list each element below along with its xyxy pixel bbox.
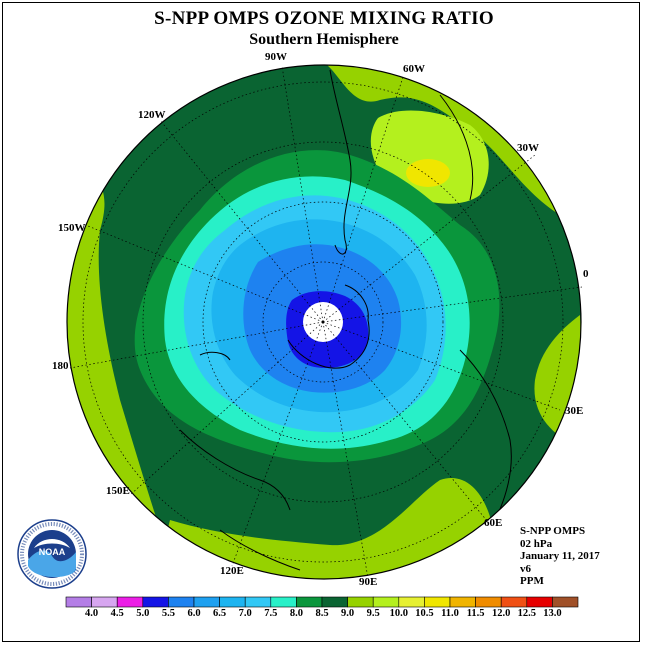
colorbar-tick-label: 8.0: [289, 608, 303, 619]
info-date: January 11, 2017: [520, 550, 600, 562]
lon-label-120e: 120E: [220, 565, 244, 577]
colorbar-tick-label: 6.5: [213, 608, 227, 619]
colorbar-tick-label: 4.5: [110, 608, 124, 619]
colorbar-tick-label: 9.5: [366, 608, 380, 619]
info-version: v6: [520, 562, 531, 575]
map-subtitle: Southern Hemisphere: [249, 31, 399, 48]
figure-frame: [2, 2, 640, 642]
map-border: [66, 64, 582, 580]
colorbar-tick-label: 4.0: [85, 608, 99, 619]
lon-label-0: 0: [583, 268, 589, 280]
lon-label-120w: 120W: [138, 109, 166, 121]
colorbar-tick-label: 11.5: [466, 608, 485, 619]
colorbar-tick-label: 11.0: [441, 608, 459, 619]
colorbar-tick-label: 6.0: [187, 608, 201, 619]
colorbar-tick-label: 10.5: [415, 608, 434, 619]
lon-label-90w: 90W: [265, 51, 287, 63]
info-level: 02 hPa: [520, 537, 553, 550]
colorbar-tick-label: 5.0: [136, 608, 150, 619]
info-units: PPM: [520, 575, 544, 587]
colorbar-tick-label: 12.5: [517, 608, 536, 619]
colorbar-tick-label: 9.0: [341, 608, 355, 619]
colorbar-tick-label: 10.0: [389, 608, 408, 619]
patch-yellow: [406, 159, 450, 187]
map-title: S-NPP OMPS OZONE MIXING RATIO: [154, 8, 494, 29]
lon-label-150w: 150W: [58, 222, 86, 234]
info-block: S-NPP OMPS 02 hPa January 11, 2017 v6 PP…: [520, 525, 600, 588]
colorbar-tick-label: 7.0: [238, 608, 252, 619]
coastlines: [179, 69, 512, 571]
lon-label-90e: 90E: [359, 576, 378, 588]
colorbar-tick-label: 8.5: [315, 608, 329, 619]
graticule: [69, 65, 583, 579]
colorbar-tick-label: 7.5: [264, 608, 278, 619]
lon-label-150e: 150E: [106, 485, 130, 497]
colorbar-tick-label: 5.5: [161, 608, 175, 619]
colorbar-tick-label: 13.0: [543, 608, 562, 619]
info-instrument: S-NPP OMPS: [520, 525, 586, 537]
pole-dot: [321, 320, 325, 324]
lon-label-60w: 60W: [403, 63, 425, 75]
colorbar-tick-label: 12.0: [492, 608, 511, 619]
lon-label-180: 180: [52, 360, 69, 372]
lon-label-30w: 30W: [517, 142, 539, 154]
lon-label-60e: 60E: [484, 517, 503, 529]
lon-label-30e: 30E: [565, 405, 584, 417]
